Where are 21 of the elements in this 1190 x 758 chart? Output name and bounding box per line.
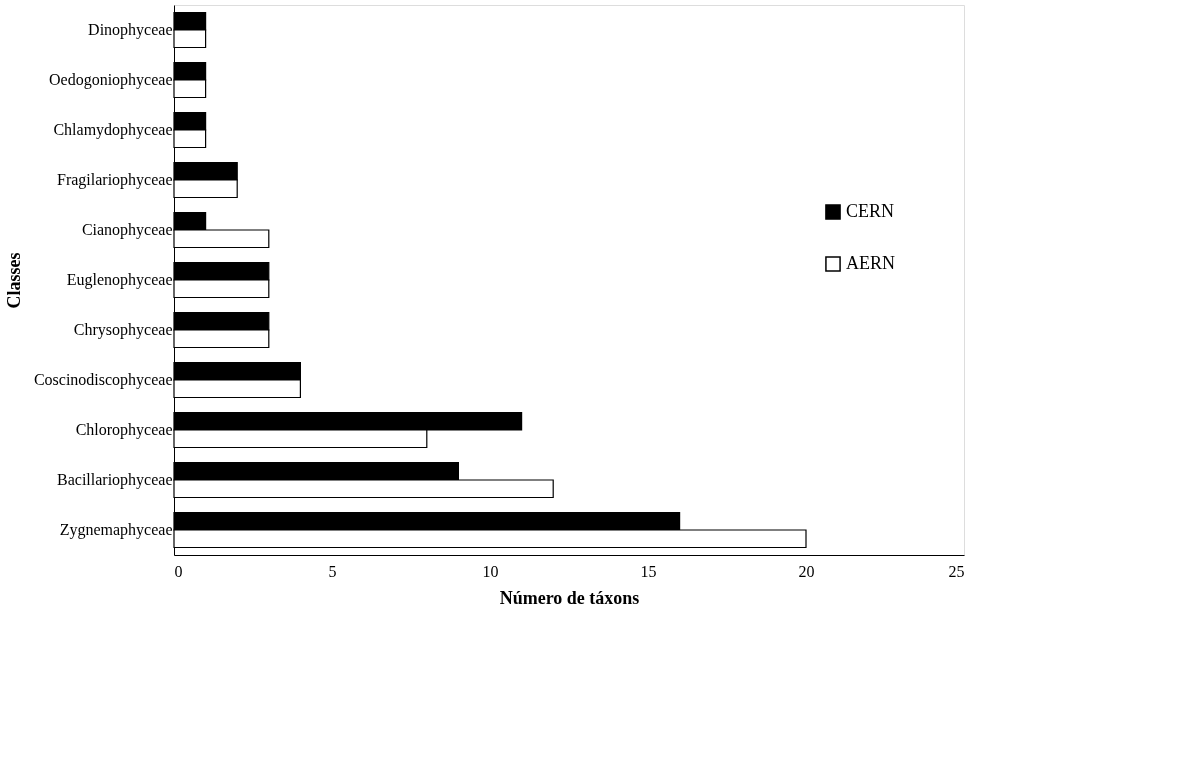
y-tick-label: Chlamydophyceae (53, 121, 173, 139)
y-tick-label: Dinophyceae (88, 21, 173, 39)
y-tick-label: Chrysophyceae (73, 321, 173, 339)
x-tick-label: 0 (174, 562, 183, 580)
y-tick-label: Oedogoniophyceae (48, 71, 173, 89)
x-tick-label: 25 (948, 562, 965, 580)
y-tick-label: Coscinodiscophyceae (33, 371, 173, 389)
x-tick-label: 20 (798, 562, 815, 580)
x-tick-label: 5 (328, 562, 337, 580)
legend-label: AERN (846, 253, 895, 273)
y-tick-label: Zygnemaphyceae (59, 521, 173, 539)
y-tick-label: Fragilariophyceae (57, 171, 173, 189)
x-tick-label: 15 (640, 562, 657, 580)
y-tick-label: Euglenophyceae (66, 271, 173, 289)
x-tick-label: 10 (482, 562, 499, 580)
legend-label: CERN (846, 201, 895, 221)
y-tick-label: Cianophyceae (81, 221, 173, 239)
y-axis-title: Classes (3, 252, 24, 309)
y-tick-label: Chlorophyceae (75, 421, 173, 439)
x-axis-title: Número de táxons (499, 587, 640, 608)
y-tick-label: Bacillariophyceae (57, 471, 173, 489)
